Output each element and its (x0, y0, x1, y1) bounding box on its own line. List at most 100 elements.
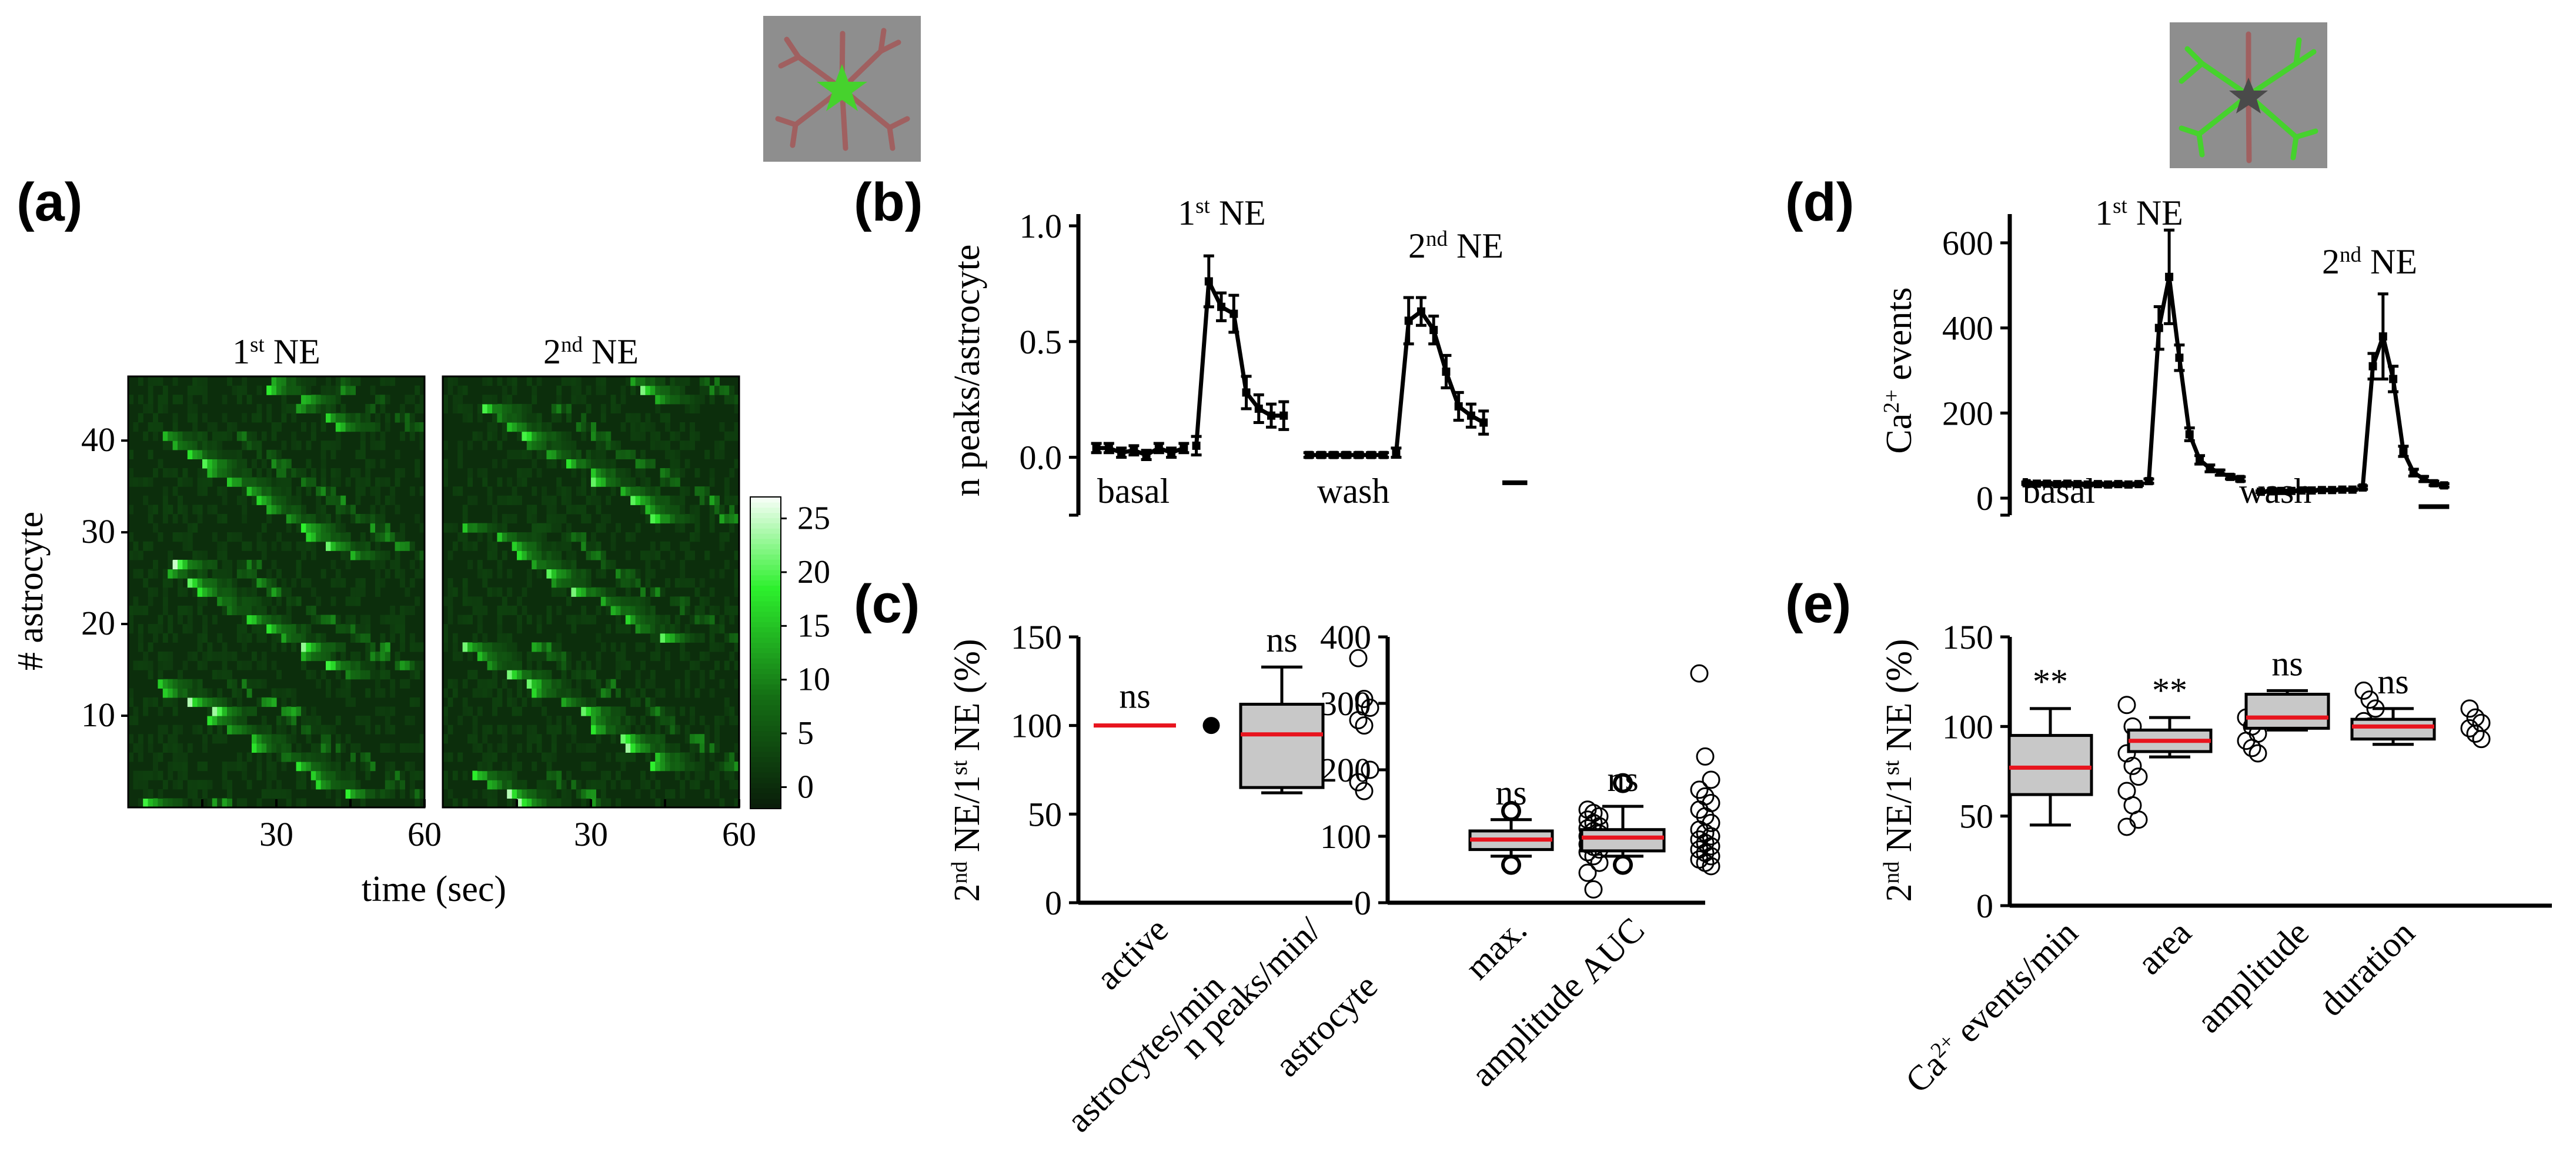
heatmap-cell (606, 706, 612, 716)
heatmap-cell (207, 716, 213, 726)
heatmap-cell (566, 688, 572, 698)
heatmap-cell (640, 376, 646, 386)
heatmap-cell (551, 642, 557, 652)
heatmap-cell (360, 440, 366, 450)
heatmap-cell (625, 596, 631, 606)
colorbar-segment (750, 715, 781, 721)
heatmap-cell (168, 624, 173, 634)
heatmap-cell (566, 459, 572, 469)
heatmap-cell (172, 743, 178, 753)
heatmap-cell (477, 468, 483, 478)
heatmap-cell (532, 734, 537, 744)
heatmap-cell (276, 422, 282, 432)
heatmap-cell (138, 376, 143, 386)
heatmap-cell (246, 596, 252, 606)
heatmap-cell (734, 495, 740, 505)
heatmap-cell (690, 633, 695, 643)
heatmap-cell (172, 762, 178, 772)
heatmap-cell (236, 688, 242, 698)
heatmap-cell (690, 716, 695, 726)
heatmap-cell (261, 541, 267, 551)
data-point (1404, 316, 1413, 325)
heatmap-cell (380, 376, 386, 386)
heatmap-cell (172, 395, 178, 405)
heatmap-cell (699, 376, 705, 386)
heatmap-cell (217, 578, 223, 588)
heatmap-cell (256, 697, 262, 707)
heatmap-cell (187, 789, 193, 799)
heatmap-cell (271, 697, 277, 707)
heatmap-cell (143, 651, 149, 662)
heatmap-cell (212, 569, 218, 579)
heatmap-cell (482, 752, 488, 762)
heatmap-cell (507, 651, 513, 662)
heatmap-cell (162, 569, 168, 579)
heatmap-cell (390, 559, 396, 570)
heatmap-cell (172, 706, 178, 716)
heatmap-cell (507, 780, 513, 790)
heatmap-cell (680, 395, 686, 405)
heatmap-cell (409, 559, 415, 570)
heatmap-cell (310, 605, 316, 616)
heatmap-cell (655, 505, 661, 515)
heatmap-cell (630, 697, 636, 707)
heatmap-cell (596, 550, 602, 560)
heatmap-cell (168, 697, 173, 707)
heatmap-cell (291, 403, 297, 413)
heatmap-cell (345, 624, 351, 634)
heatmap-cell (232, 706, 238, 716)
heatmap-cell (443, 440, 448, 450)
heatmap-cell (472, 789, 478, 799)
heatmap-cell (227, 789, 232, 799)
heatmap-cell (242, 495, 248, 505)
heatmap-title: 1st NE (232, 332, 320, 371)
heatmap-cell (507, 789, 513, 799)
heatmap-cell (665, 385, 670, 395)
heatmap-cell (482, 725, 488, 735)
heatmap-cell (202, 596, 208, 606)
data-point (2267, 487, 2276, 496)
colorbar-segment (750, 710, 781, 716)
heatmap-cell (462, 403, 468, 413)
heatmap-cell (655, 615, 661, 625)
data-point (2226, 472, 2235, 481)
heatmap-cell (684, 486, 690, 496)
heatmap-cell (556, 642, 562, 652)
heatmap-cell (409, 633, 415, 643)
heatmap-cell (600, 440, 606, 450)
heatmap-cell (153, 505, 158, 515)
heatmap-cell (551, 780, 557, 790)
heatmap-cell (335, 413, 341, 423)
heatmap-cell (276, 743, 282, 753)
heatmap-cell (355, 477, 361, 487)
heatmap-cell (714, 734, 720, 744)
heatmap-cell (192, 780, 198, 790)
heatmap-cell (192, 725, 198, 735)
panel-label-e: (e) (1785, 574, 1851, 634)
heatmap-cell (187, 578, 193, 588)
heatmap-cell (256, 495, 262, 505)
heatmap-cell (586, 569, 592, 579)
heatmap-cell (610, 559, 616, 570)
heatmap-cell (370, 670, 376, 680)
heatmap-cell (326, 789, 331, 799)
heatmap-cell (271, 459, 277, 469)
heatmap-cell (320, 422, 326, 432)
heatmap-cell (291, 752, 297, 762)
heatmap-cell (330, 403, 336, 413)
heatmap-cell (310, 376, 316, 386)
heatmap-cell (650, 422, 656, 432)
heatmap-cell (645, 422, 651, 432)
heatmap-cell (699, 762, 705, 772)
heatmap-cell (291, 697, 297, 707)
heatmap-cell (640, 642, 646, 652)
heatmap-cell (415, 569, 420, 579)
heatmap-cell (355, 486, 361, 496)
heatmap-cell (665, 615, 670, 625)
heatmap-cell (242, 633, 248, 643)
heatmap-cell (546, 605, 552, 616)
heatmap-cell (316, 615, 322, 625)
heatmap-cell (355, 633, 361, 643)
heatmap-cell (551, 725, 557, 735)
heatmap-cell (178, 725, 183, 735)
